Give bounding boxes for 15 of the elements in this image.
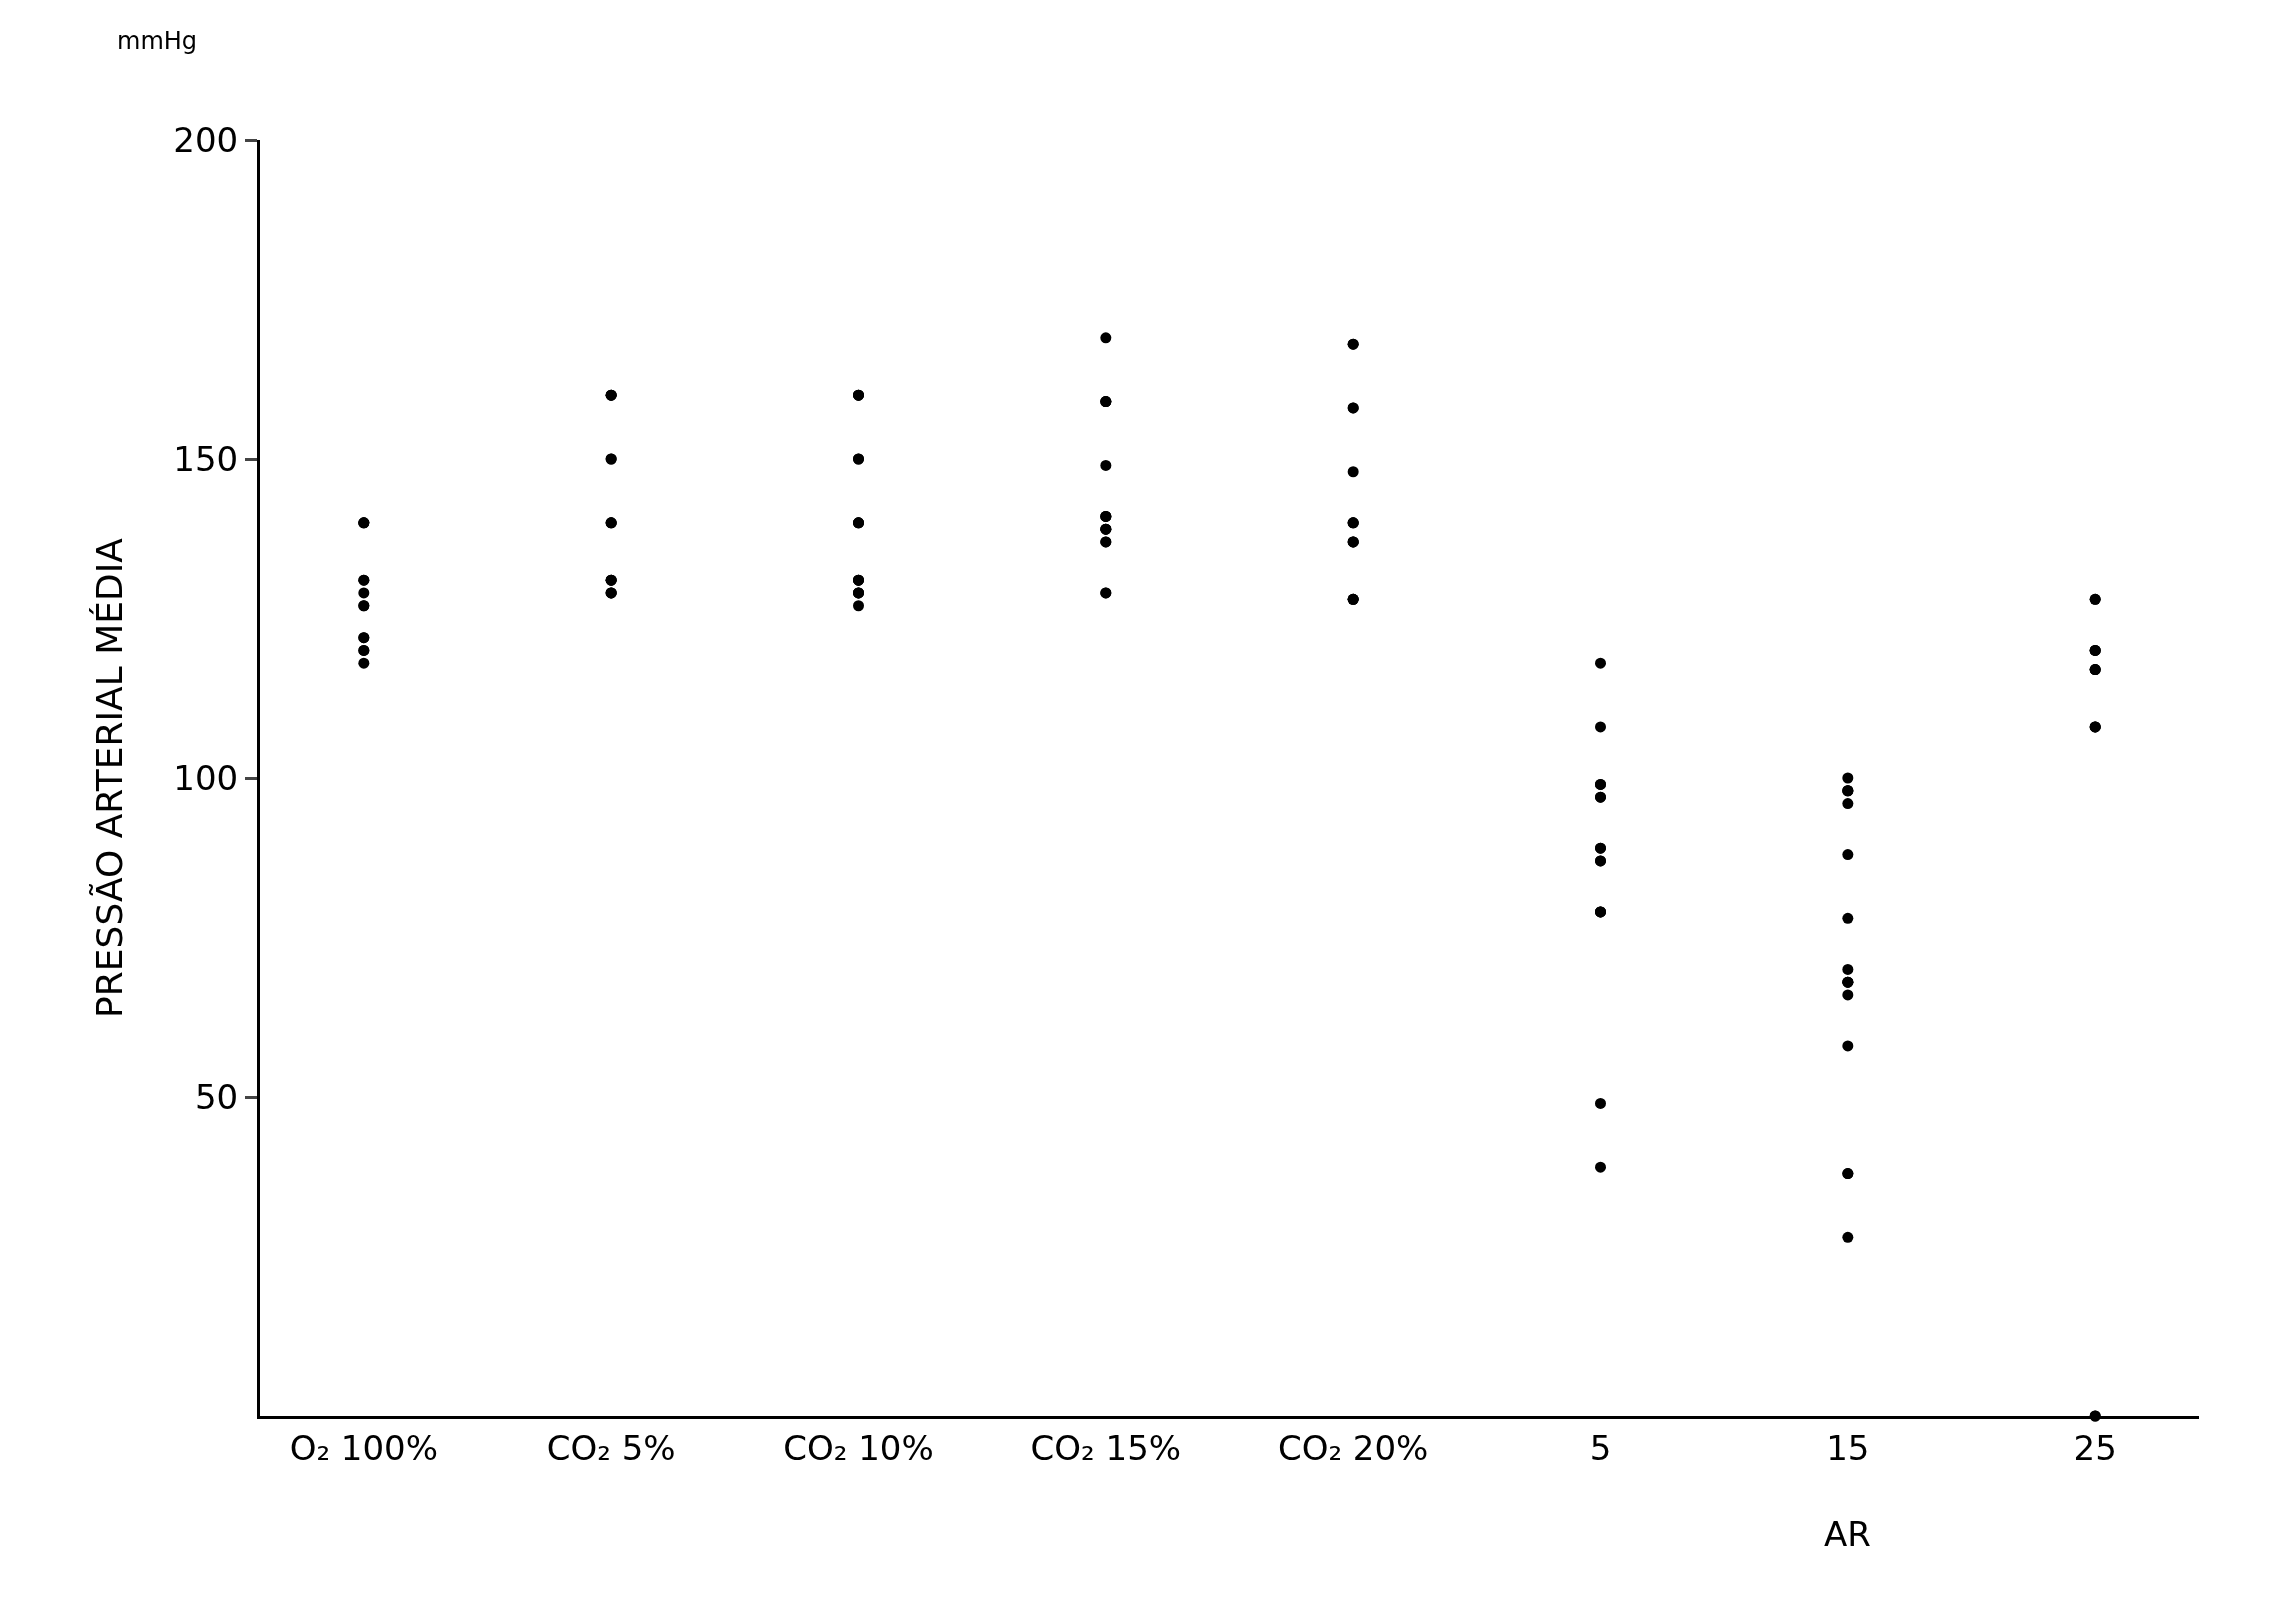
x-tick-label: CO₂ 15%: [1030, 1427, 1182, 1468]
y-tick-label: 150: [173, 438, 239, 479]
x-tick-label: 15: [1826, 1427, 1870, 1468]
y-tick-label: 100: [173, 757, 239, 798]
x-tick-label: CO₂ 5%: [546, 1427, 676, 1468]
x-tick-label: CO₂ 20%: [1277, 1427, 1429, 1468]
y-tick-label: 50: [194, 1076, 239, 1117]
x-tick-label: CO₂ 10%: [783, 1427, 934, 1468]
x-tick-label: O₂ 100%: [289, 1427, 439, 1468]
x-tick-label: 25: [2073, 1427, 2117, 1468]
text: mmHg: [117, 27, 198, 55]
text: AR: [1824, 1514, 1871, 1554]
y-tick-label: 200: [173, 119, 239, 160]
x-tick-label: 5: [1589, 1427, 1612, 1468]
y-axis-title: PRESSÃO ARTERIAL MÉDIA: [89, 537, 131, 1018]
